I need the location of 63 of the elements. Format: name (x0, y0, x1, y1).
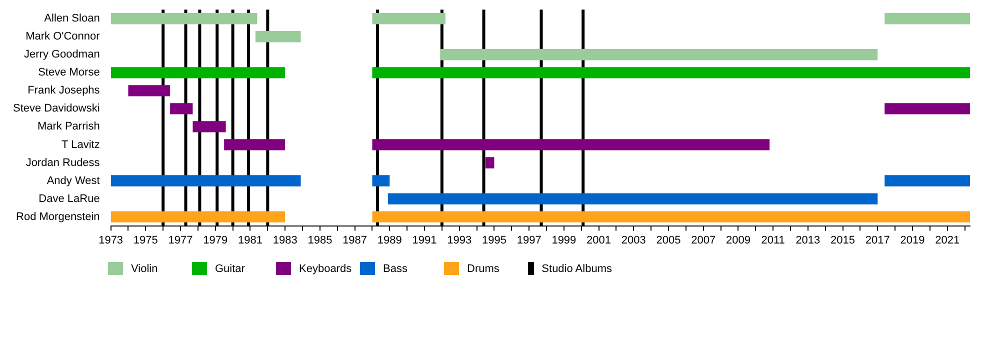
x-tick-label: 2015 (830, 234, 856, 246)
bar (110, 67, 286, 78)
bar (372, 67, 970, 78)
x-tick-label: 2011 (761, 234, 785, 246)
x-tick-label: 1989 (377, 234, 402, 246)
x-tick-label: 2001 (586, 234, 612, 246)
y-tick-label: Allen Sloan (44, 12, 100, 25)
bar (128, 85, 170, 96)
bar (372, 175, 390, 186)
x-tick-label: 2005 (656, 234, 681, 246)
legend-label: Keyboards (299, 262, 352, 274)
x-tick-label: 1977 (168, 234, 193, 246)
y-tick-label: Rod Morgenstein (16, 210, 100, 223)
bar (486, 157, 494, 168)
x-tick-label: 1973 (98, 234, 124, 246)
x-tick-label: 1999 (552, 234, 576, 246)
x-tick-label: 1979 (203, 234, 228, 246)
x-tick-label: 1981 (238, 234, 262, 246)
bar (224, 139, 286, 150)
x-tick-label: 2009 (726, 234, 750, 246)
bar (884, 13, 970, 24)
y-tick-label: Jordan Rudess (26, 156, 100, 169)
bar (110, 13, 258, 24)
x-tick-label: 2021 (935, 234, 960, 246)
y-tick-label: Mark Parrish (37, 120, 100, 133)
bar (884, 103, 970, 114)
y-tick-label: Steve Davidowski (12, 102, 100, 115)
bar (884, 175, 970, 186)
x-tick-label: 1975 (133, 234, 158, 246)
x-tick-label: 1983 (272, 234, 298, 246)
x-tick-label: 1993 (447, 234, 472, 246)
bar (110, 175, 301, 186)
x-tick-label: 2017 (865, 234, 890, 246)
y-tick-label: Frank Josephs (28, 84, 100, 97)
bar (255, 31, 301, 42)
x-tick-label: 2003 (621, 234, 646, 246)
bar (192, 121, 226, 132)
y-tick-label: T Lavitz (62, 138, 100, 151)
x-tick-label: 1985 (308, 234, 332, 246)
bar (372, 139, 770, 150)
x-tick-label: 2019 (900, 234, 925, 246)
y-tick-label: Mark O'Connor (26, 30, 100, 43)
legend-label: Guitar (215, 262, 245, 274)
bar (440, 49, 878, 60)
y-tick-label: Dave LaRue (38, 192, 100, 205)
x-tick-label: 1995 (482, 234, 506, 246)
legend-label: Violin (131, 262, 158, 274)
y-tick-label: Jerry Goodman (24, 48, 100, 61)
bar (372, 13, 446, 24)
x-tick-label: 1991 (412, 234, 437, 246)
x-tick-label: 1987 (342, 234, 368, 246)
legend-label: Studio Albums (542, 262, 612, 274)
x-tick-label: 2013 (796, 234, 820, 246)
legend-label: Drums (467, 262, 500, 274)
bar (170, 103, 193, 114)
bar (388, 193, 878, 204)
x-tick-label: 2007 (691, 234, 716, 246)
bar (110, 211, 286, 222)
x-tick-label: 1997 (516, 234, 542, 246)
legend-label: Bass (383, 262, 408, 274)
y-tick-label: Steve Morse (38, 66, 100, 79)
y-tick-label: Andy West (46, 174, 100, 187)
bar (372, 211, 970, 222)
